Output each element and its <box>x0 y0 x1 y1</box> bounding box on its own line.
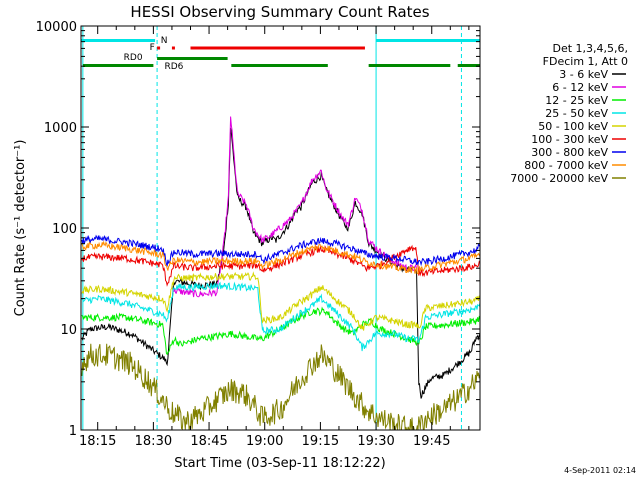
x-axis-label: Start Time (03-Sep-11 18:12:22) <box>174 456 385 471</box>
legend-header-line: Det 1,3,4,5,6, <box>552 42 628 55</box>
y-tick-label: 100 <box>52 222 77 237</box>
legend: Det 1,3,4,5,6,FDecim 1, Att 03 - 6 keV6 … <box>510 42 628 185</box>
legend-entry-label: 7000 - 20000 keV <box>510 172 608 185</box>
series-line-6to12keV <box>173 116 417 298</box>
series-line-7000to20000keV <box>81 343 481 431</box>
x-tick-label: 18:15 <box>79 434 116 449</box>
rd6-bar <box>231 64 328 67</box>
x-tick-label: 19:30 <box>357 434 394 449</box>
y-tick-label: 10 <box>60 323 77 338</box>
legend-entry-label: 25 - 50 keV <box>545 107 608 120</box>
rd6-flag-label: RD6 <box>165 62 184 72</box>
series-line-100to300keV <box>81 244 481 287</box>
night-flag-label: N <box>161 36 168 46</box>
legend-entry-label: 800 - 7000 keV <box>524 159 608 172</box>
chart-title: HESSI Observing Summary Count Rates <box>130 3 429 21</box>
rd6-bar <box>368 64 451 67</box>
x-tick-label: 19:45 <box>413 434 450 449</box>
flare-flag-bar <box>190 46 365 50</box>
series-line-300to800keV <box>81 234 481 267</box>
rd6-bar <box>82 64 154 67</box>
series-line-25to50keV <box>81 281 481 352</box>
x-tick-label: 18:30 <box>135 434 172 449</box>
y-tick-label: 1000 <box>44 121 77 136</box>
legend-entry-label: 50 - 100 keV <box>538 120 608 133</box>
legend-entry-label: 300 - 800 keV <box>531 146 608 159</box>
x-tick-label: 19:15 <box>302 434 339 449</box>
legend-entry-label: 3 - 6 keV <box>559 68 608 81</box>
rd0-bar <box>157 57 228 60</box>
series-line-800to7000keV <box>81 240 481 275</box>
y-axis-label: Count Rate (s⁻¹ detector⁻¹) <box>13 140 28 317</box>
y-tick-label: 1 <box>69 424 77 439</box>
y-tick-label: 10000 <box>36 20 77 35</box>
rd0-flag-label: RD0 <box>124 53 143 63</box>
flare-flag-dot <box>171 46 175 50</box>
axes: 1 10 100 1000 10000 18:15 18:30 18:45 19:00 19:15… <box>36 20 481 449</box>
generation-date: 4-Sep-2011 02:14 <box>564 466 636 475</box>
plot-area <box>82 26 462 430</box>
series-line-50to100keV <box>81 271 481 331</box>
legend-entry-label: 12 - 25 keV <box>545 94 608 107</box>
x-tick-label: 18:45 <box>190 434 227 449</box>
attenuator-decimation-flags: NF RD0 RD6 <box>80 36 480 72</box>
legend-header-line: FDecim 1, Att 0 <box>543 55 628 68</box>
legend-entry-label: 6 - 12 keV <box>552 81 608 94</box>
flare-flag-dot <box>157 46 161 50</box>
flare-flag-label: F <box>150 43 155 53</box>
rd6-bar <box>457 64 480 67</box>
night-bar <box>80 39 156 42</box>
series-layer <box>81 116 481 431</box>
legend-entry-label: 100 - 300 keV <box>531 133 608 146</box>
night-bar <box>376 39 480 42</box>
x-tick-label: 19:00 <box>246 434 283 449</box>
